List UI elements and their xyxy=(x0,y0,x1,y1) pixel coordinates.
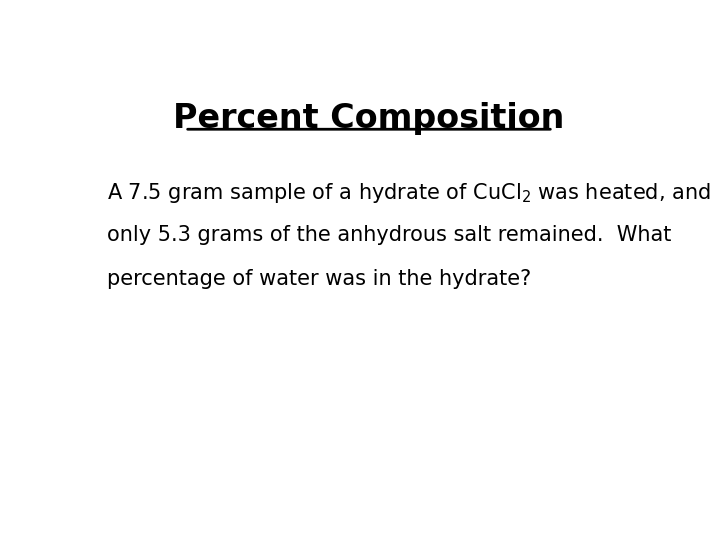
Text: percentage of water was in the hydrate?: percentage of water was in the hydrate? xyxy=(107,268,531,288)
Text: A 7.5 gram sample of a hydrate of CuCl$_2$ was heated, and: A 7.5 gram sample of a hydrate of CuCl$_… xyxy=(107,181,711,205)
Text: only 5.3 grams of the anhydrous salt remained.  What: only 5.3 grams of the anhydrous salt rem… xyxy=(107,225,671,245)
Text: Percent Composition: Percent Composition xyxy=(174,102,564,135)
